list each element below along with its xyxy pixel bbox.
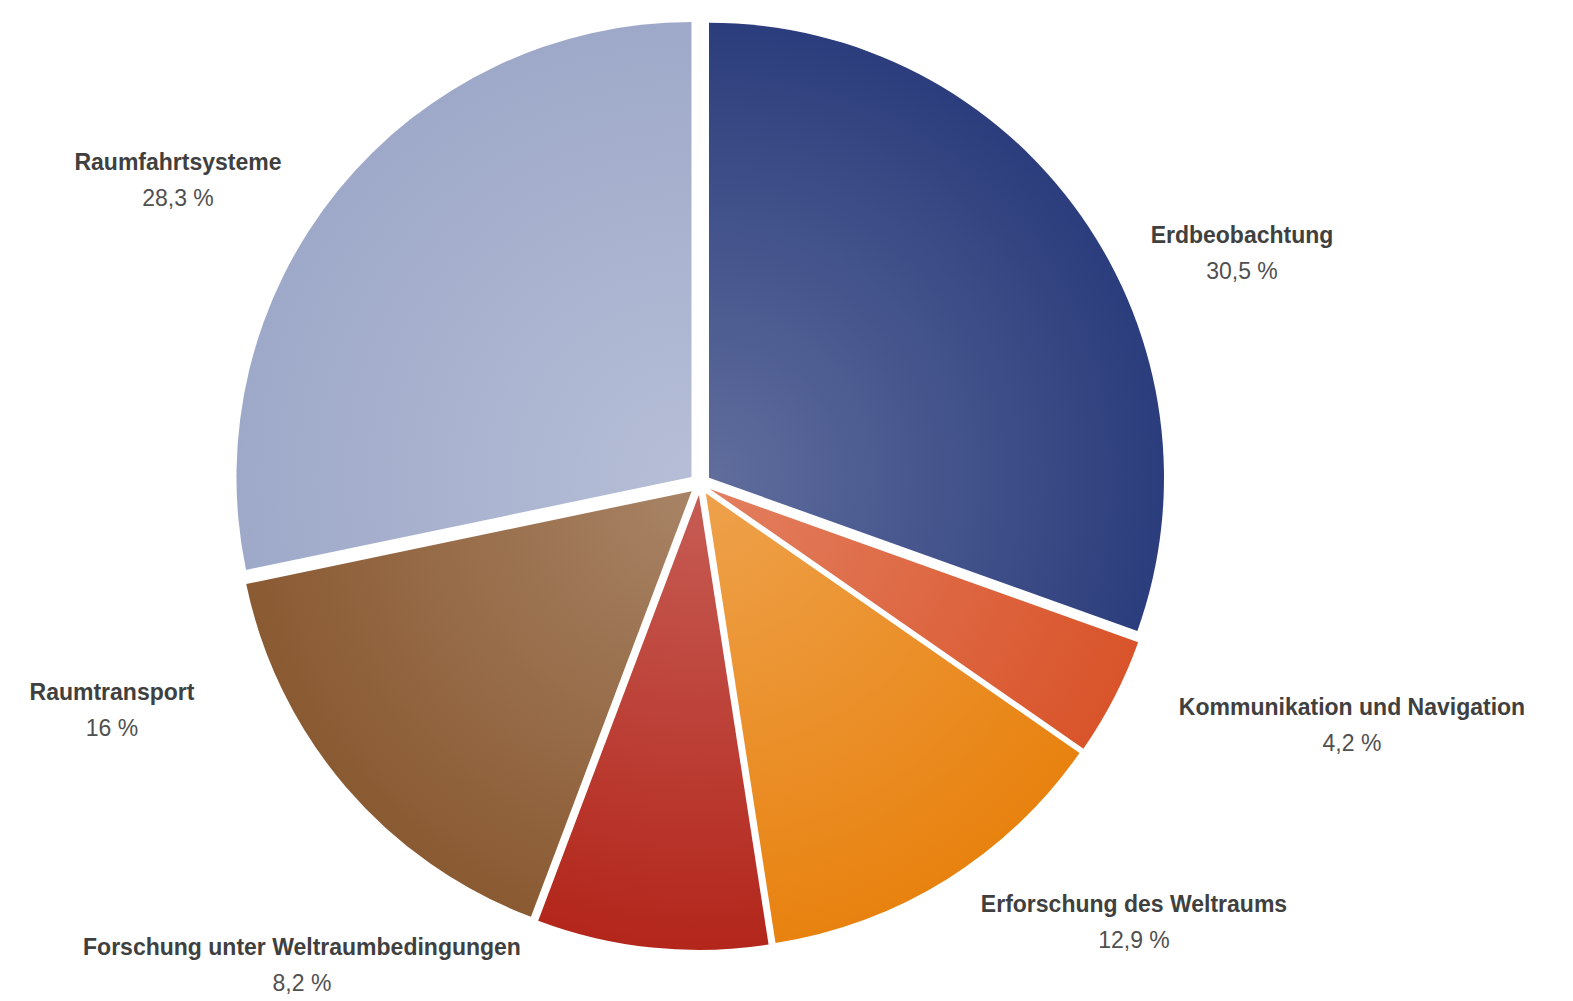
category-label: Erforschung des Weltraums <box>981 891 1287 917</box>
pie-chart: Erdbeobachtung 30,5 % Kommunikation und Na… <box>0 0 1573 1001</box>
value-label: 4,2 % <box>1323 730 1382 756</box>
category-label: Raumtransport <box>30 679 195 705</box>
value-label: 28,3 % <box>142 185 214 211</box>
value-label: 30,5 % <box>1206 258 1278 284</box>
category-label: Raumfahrtsysteme <box>74 149 281 175</box>
category-label: Forschung unter Weltraumbedingungen <box>83 934 521 960</box>
pie-slice <box>709 23 1164 631</box>
value-label: 16 % <box>86 715 138 741</box>
pie-slice <box>236 22 691 570</box>
value-label: 8,2 % <box>273 970 332 996</box>
category-label: Erdbeobachtung <box>1151 222 1334 248</box>
pie-slice <box>706 493 1080 943</box>
labels: Erdbeobachtung 30,5 % Kommunikation und Na… <box>30 149 1526 996</box>
value-label: 12,9 % <box>1098 927 1170 953</box>
slices <box>236 22 1164 950</box>
category-label: Kommunikation und Navigation <box>1179 694 1525 720</box>
